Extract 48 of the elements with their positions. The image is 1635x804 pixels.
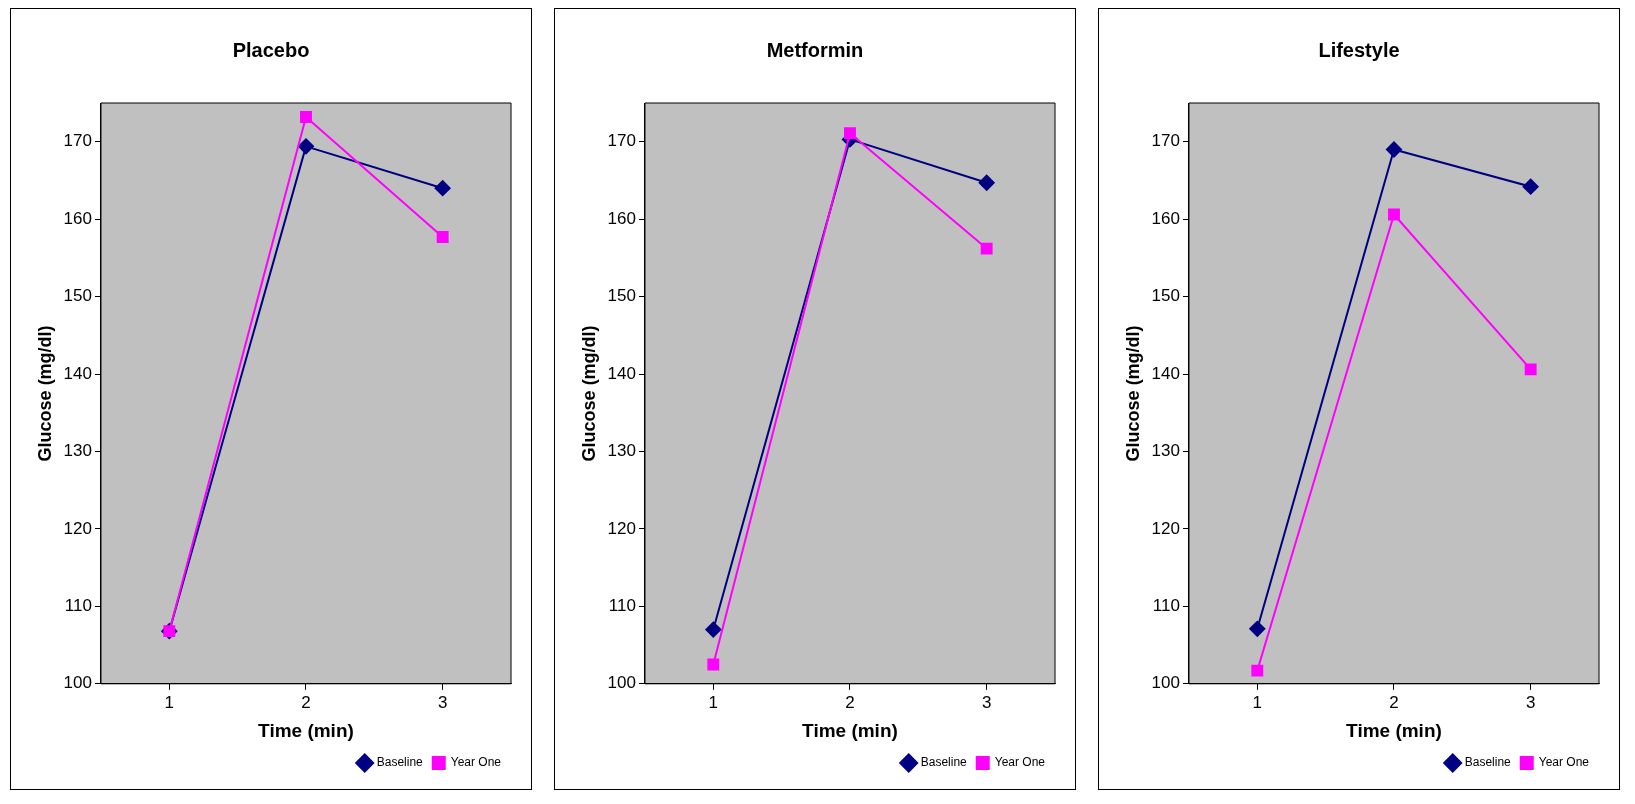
y-tick-label: 170 <box>1151 131 1180 151</box>
legend-label: Baseline <box>920 755 968 770</box>
legend-label: Baseline <box>376 755 424 770</box>
y-tick-label: 170 <box>607 131 636 151</box>
y-tick-label: 110 <box>608 596 636 616</box>
x-tick-label: 2 <box>1389 692 1399 712</box>
legend-label: Year One <box>450 755 502 770</box>
x-axis-title: Time (min) <box>802 719 898 741</box>
x-tick-label: 2 <box>845 692 855 712</box>
x-axis-title: Time (min) <box>258 719 354 741</box>
x-tick-label: 3 <box>1525 692 1536 712</box>
y-tick-label: 160 <box>63 208 92 228</box>
y-tick-label: 120 <box>607 518 636 538</box>
y-tick-label: 110 <box>64 596 92 616</box>
x-tick-label: 3 <box>981 692 992 712</box>
x-axis-title: Time (min) <box>1346 719 1442 741</box>
chart-title: Placebo <box>232 38 310 61</box>
y-tick-label: 160 <box>607 208 636 228</box>
y-tick-label: 140 <box>607 363 636 383</box>
y-tick-label: 150 <box>63 286 92 306</box>
y-tick-label: 150 <box>607 286 636 306</box>
x-tick-label: 2 <box>301 692 311 712</box>
y-tick-label: 100 <box>607 673 636 693</box>
legend-label: Baseline <box>1464 755 1512 770</box>
chart-title: Lifestyle <box>1318 38 1400 61</box>
x-tick-label: 1 <box>708 692 719 712</box>
y-tick-label: 170 <box>63 131 92 151</box>
legend-label: Year One <box>1538 755 1590 770</box>
legend-label: Year One <box>994 755 1046 770</box>
y-tick-label: 130 <box>607 441 636 461</box>
y-tick-label: 120 <box>1151 518 1180 538</box>
y-axis-title: Glucose (mg/dl) <box>578 325 599 462</box>
y-axis-title: Glucose (mg/dl) <box>1122 325 1143 462</box>
x-tick-label: 1 <box>164 692 175 712</box>
y-tick-label: 110 <box>1152 596 1180 616</box>
y-tick-label: 100 <box>1151 673 1180 693</box>
y-tick-label: 100 <box>63 673 92 693</box>
y-tick-label: 140 <box>1151 363 1180 383</box>
x-tick-label: 1 <box>1252 692 1263 712</box>
chart-title: Metformin <box>766 38 864 61</box>
x-tick-label: 3 <box>437 692 448 712</box>
y-tick-label: 120 <box>63 518 92 538</box>
y-tick-label: 150 <box>1151 286 1180 306</box>
y-tick-label: 130 <box>63 441 92 461</box>
y-axis-title: Glucose (mg/dl) <box>34 325 55 462</box>
y-tick-label: 160 <box>1151 208 1180 228</box>
y-tick-label: 130 <box>1151 441 1180 461</box>
y-tick-label: 140 <box>63 363 92 383</box>
